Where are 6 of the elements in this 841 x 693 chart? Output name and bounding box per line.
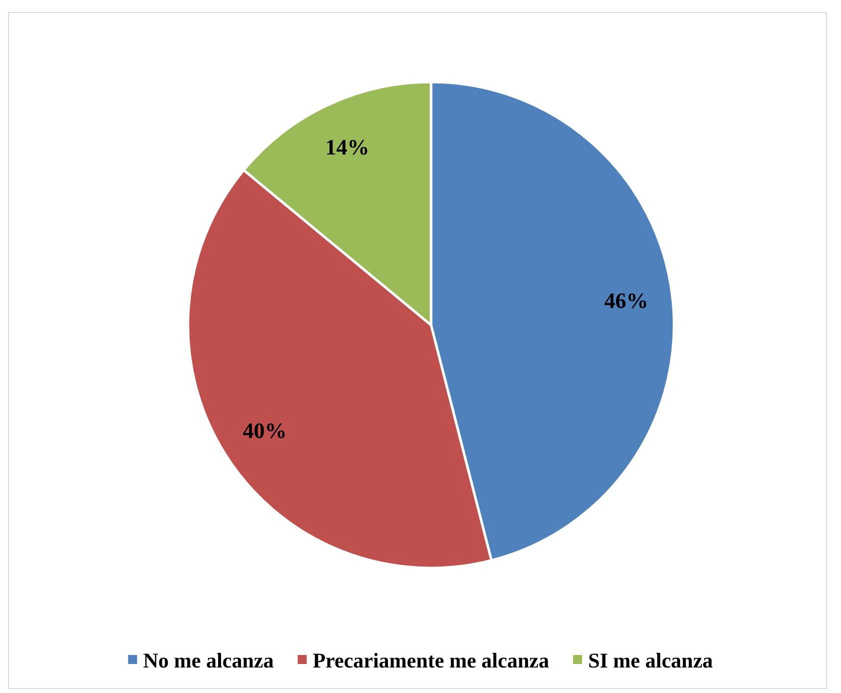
data-label: 40% bbox=[242, 418, 287, 444]
data-label: 14% bbox=[325, 134, 370, 160]
data-label: 46% bbox=[604, 288, 648, 314]
legend-label: No me alcanza bbox=[143, 648, 274, 672]
legend-label: SI me alcanza bbox=[588, 648, 714, 672]
legend-label: Precariamente me alcanza bbox=[312, 648, 550, 672]
